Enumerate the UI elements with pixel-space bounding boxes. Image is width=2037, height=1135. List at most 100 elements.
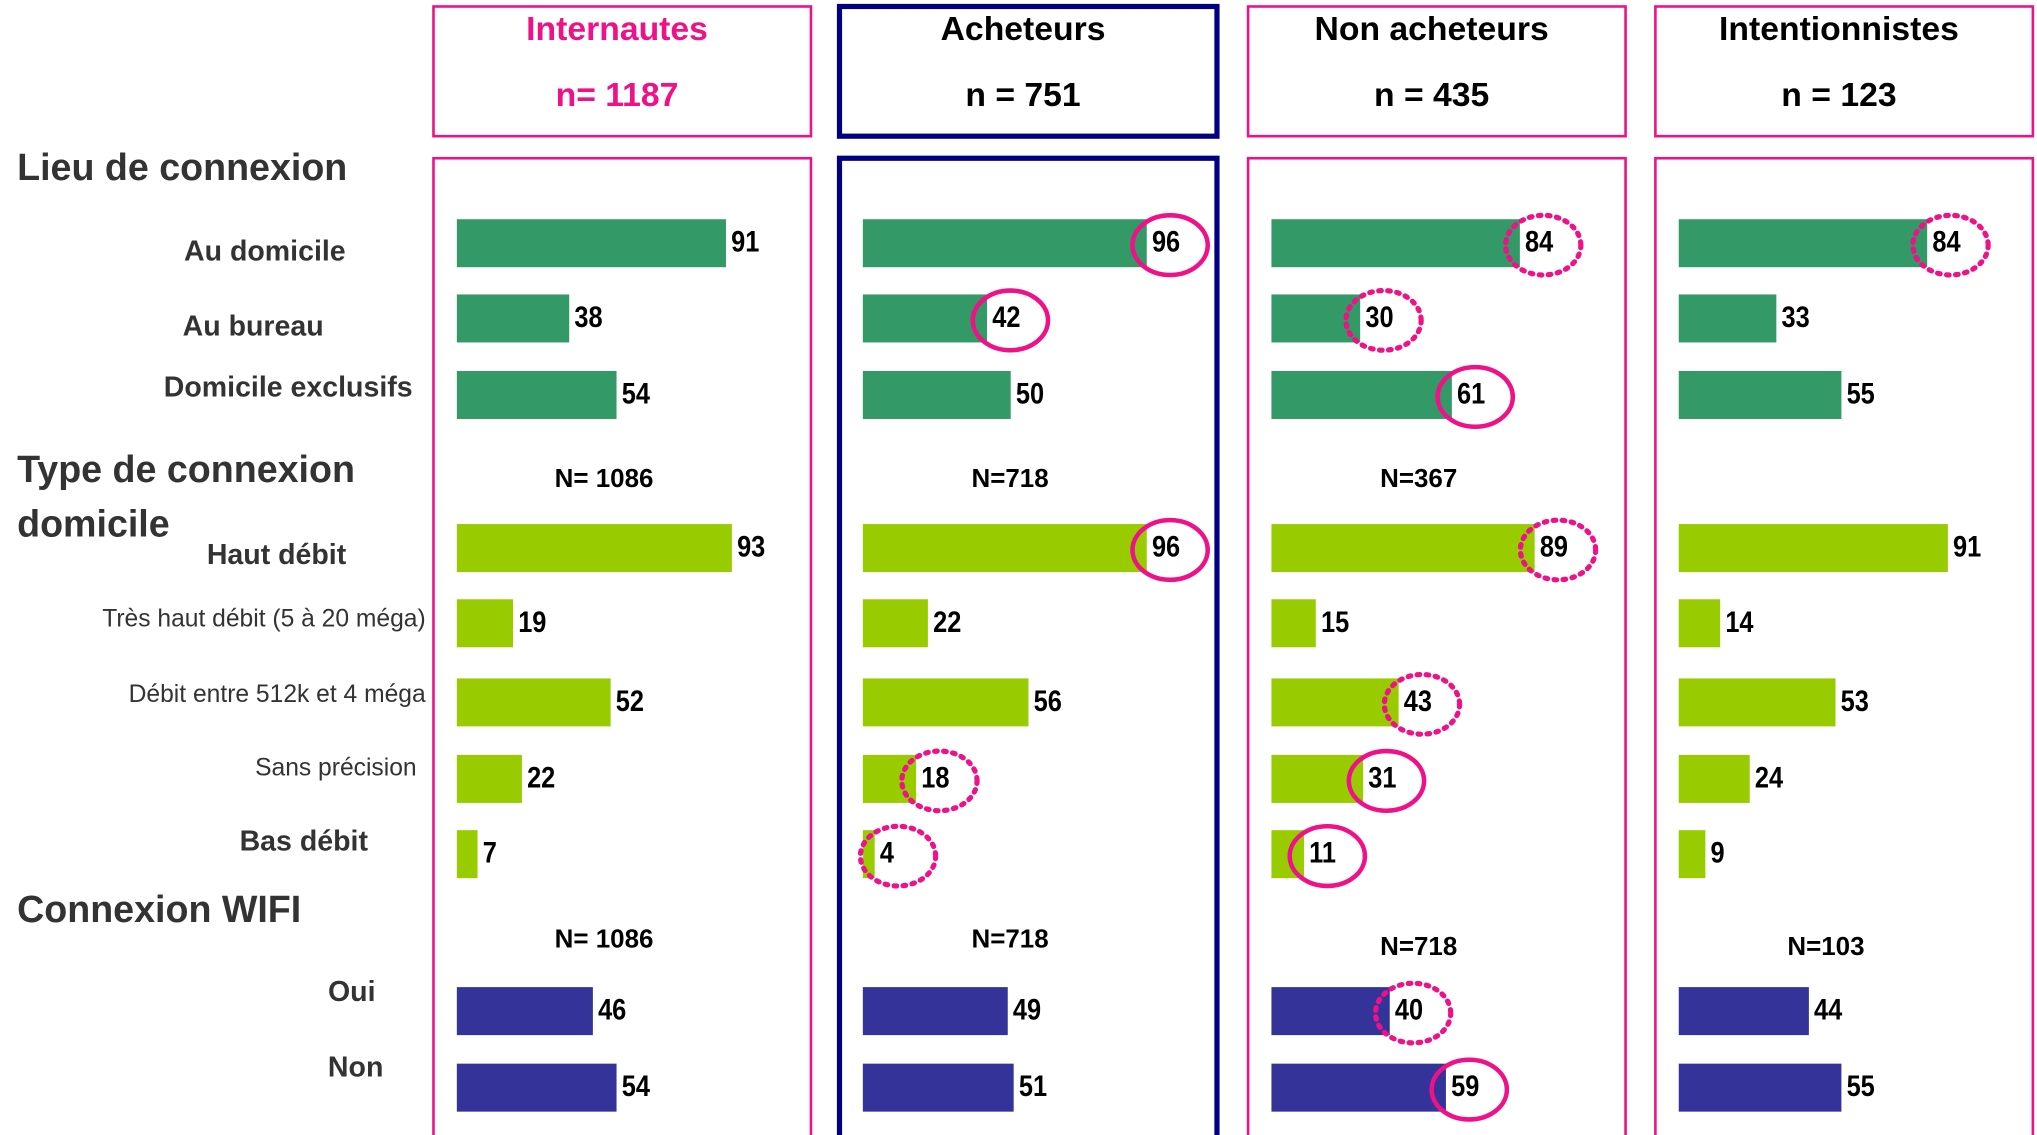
value-label: 31 [1368, 761, 1396, 794]
section-title: Connexion WIFI [17, 888, 301, 930]
panel-frame [1654, 156, 2035, 1135]
bar [456, 294, 570, 343]
value-label: 50 [1016, 377, 1044, 410]
bar [1271, 987, 1390, 1036]
value-label: 55 [1847, 377, 1875, 410]
value-label: 43 [1404, 684, 1432, 717]
bar [862, 830, 875, 879]
section-title: Lieu de connexion [17, 146, 347, 188]
value-label: 24 [1755, 761, 1784, 794]
value-label: 22 [933, 605, 961, 638]
bar [1271, 678, 1399, 727]
row-label: Débit entre 512k et 4 méga [129, 681, 426, 708]
value-label: 18 [921, 761, 949, 794]
row-label: Bas débit [240, 826, 369, 858]
section-title: domicile [17, 503, 170, 545]
column-n: n = 123 [1781, 76, 1896, 114]
panel-frame [432, 156, 813, 1135]
row-label: Oui [328, 976, 376, 1008]
column-title: Non acheteurs [1315, 10, 1549, 48]
base-note: N=367 [1380, 465, 1457, 493]
highlight-circle [1130, 213, 1210, 278]
value-label: 93 [737, 530, 765, 563]
highlight-circle [1381, 671, 1463, 737]
value-label: 84 [1525, 225, 1554, 258]
column-title: Intentionnistes [1719, 10, 1959, 48]
bar [862, 678, 1029, 727]
highlight-circle [1287, 824, 1368, 889]
highlight-circle [1517, 517, 1599, 583]
bar [456, 678, 611, 727]
value-label: 38 [574, 300, 602, 333]
row-label: Au domicile [184, 235, 346, 267]
value-label: 52 [616, 684, 644, 717]
value-label: 55 [1847, 1069, 1875, 1102]
highlight-circle [1130, 517, 1210, 583]
value-label: 11 [1309, 836, 1336, 869]
header-frame [836, 3, 1220, 139]
value-label: 14 [1725, 605, 1754, 638]
value-label: 84 [1932, 225, 1961, 258]
bar [862, 599, 928, 648]
bar [456, 370, 617, 419]
highlight-circle [1429, 1057, 1510, 1122]
bar [862, 524, 1147, 573]
bar [1678, 678, 1836, 727]
highlight-circle [857, 823, 939, 889]
value-label: 49 [1013, 993, 1041, 1026]
bar [456, 599, 514, 648]
bar [456, 830, 478, 879]
bar [456, 1063, 617, 1112]
value-label: 91 [1953, 530, 1981, 563]
value-label: 33 [1782, 300, 1810, 333]
value-label: 4 [880, 836, 895, 869]
bar [1678, 294, 1777, 343]
row-label: Non [328, 1051, 383, 1083]
row-label: Sans précision [255, 755, 417, 782]
bar [1678, 370, 1842, 419]
header-frame [432, 5, 813, 138]
row-label: Domicile exclusifs [164, 372, 413, 404]
bar [1271, 524, 1535, 573]
value-label: 22 [527, 761, 555, 794]
bar [1271, 370, 1452, 419]
highlight-circle [1343, 287, 1424, 353]
column-title: Internautes [526, 10, 708, 48]
base-note: N=718 [1380, 933, 1457, 961]
column-n: n = 435 [1374, 76, 1489, 114]
bar [1271, 219, 1520, 268]
value-label: 61 [1457, 377, 1485, 410]
value-label: 91 [731, 225, 759, 258]
value-label: 54 [622, 1069, 651, 1102]
value-label: 56 [1034, 684, 1062, 717]
base-note: N= 1086 [555, 925, 654, 953]
bar [1271, 599, 1316, 648]
column-title: Acheteurs [941, 10, 1106, 48]
bar [456, 754, 522, 803]
bar [1678, 599, 1721, 648]
value-label: 46 [598, 993, 626, 1026]
value-label: 96 [1152, 225, 1180, 258]
bar [1678, 754, 1750, 803]
base-note: N= 1086 [555, 465, 654, 493]
header-frame [1654, 5, 2035, 138]
highlight-circle [1503, 212, 1584, 278]
row-label: Au bureau [183, 311, 324, 343]
value-label: 59 [1451, 1069, 1479, 1102]
bar [1678, 219, 1928, 268]
highlight-circle [1435, 364, 1516, 430]
bar [1271, 1063, 1446, 1112]
panel-frame [1246, 156, 1627, 1135]
bar [1678, 987, 1809, 1036]
bar [862, 294, 988, 343]
highlight-circle [970, 288, 1051, 353]
value-label: 19 [518, 605, 546, 638]
value-label: 96 [1152, 530, 1180, 563]
bar [456, 219, 726, 268]
bar [862, 1063, 1014, 1112]
base-note: N=718 [971, 925, 1048, 953]
value-label: 40 [1395, 993, 1423, 1026]
row-label: Très haut débit (5 à 20 méga) [102, 606, 426, 633]
value-label: 89 [1540, 530, 1568, 563]
bar [1678, 524, 1948, 573]
